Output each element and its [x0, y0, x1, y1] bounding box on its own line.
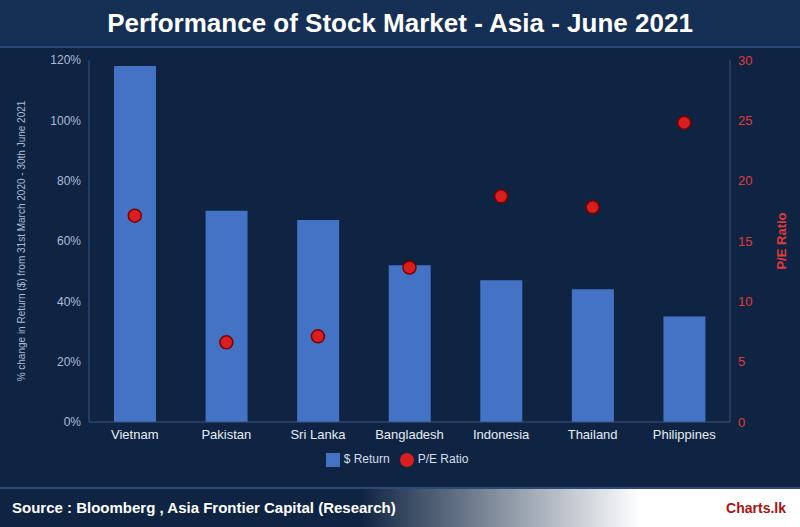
svg-text:20%: 20%	[57, 355, 81, 369]
svg-text:5: 5	[738, 354, 745, 369]
svg-text:20: 20	[738, 173, 752, 188]
html-text:P/E Ratio: P/E Ratio	[417, 452, 469, 466]
svg-text:Thailand: Thailand	[568, 427, 618, 442]
svg-text:30: 30	[738, 53, 752, 68]
svg-text:Philippines: Philippines	[653, 427, 716, 442]
svg-text:0%: 0%	[64, 415, 82, 429]
svg-text:40%: 40%	[57, 295, 81, 309]
html-text:$ Return: $ Return	[343, 452, 390, 466]
svg-text:0: 0	[738, 415, 745, 430]
html-text:Performance of Stock Market -: Performance of Stock Market - Asia - Jun…	[107, 8, 693, 38]
svg-text:Pakistan: Pakistan	[201, 427, 251, 442]
svg-text:80%: 80%	[57, 174, 81, 188]
svg-text:Sri Lanka: Sri Lanka	[290, 427, 346, 442]
svg-text:P/E Ratio: P/E Ratio	[774, 212, 789, 269]
html-text:Charts.lk: Charts.lk	[726, 500, 786, 516]
svg-text:120%: 120%	[50, 53, 81, 67]
svg-text:Indonesia: Indonesia	[473, 427, 530, 442]
svg-text:60%: 60%	[57, 234, 81, 248]
html-text:Source : Bloomberg , Asia Fron: Source : Bloomberg , Asia Frontier Capit…	[12, 499, 396, 516]
svg-text:25: 25	[738, 113, 752, 128]
svg-text:% change in Return ($) from 31: % change in Return ($) from 31st March 2…	[16, 100, 27, 381]
svg-text:Bangladesh: Bangladesh	[375, 427, 444, 442]
svg-text:10: 10	[738, 294, 752, 309]
svg-text:15: 15	[738, 234, 752, 249]
svg-text:100%: 100%	[50, 114, 81, 128]
svg-text:Vietnam: Vietnam	[111, 427, 158, 442]
